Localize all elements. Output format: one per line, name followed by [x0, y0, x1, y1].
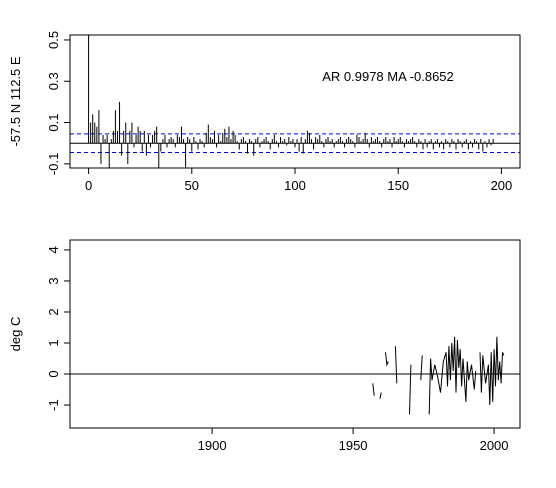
- y-tick-label: 1: [46, 339, 61, 346]
- annotation: AR 0.9978 MA -0.8652: [322, 69, 454, 84]
- plot-frame: [69, 34, 521, 169]
- y-tick-label: 4: [46, 246, 61, 253]
- y-axis-label: deg C: [8, 317, 23, 352]
- y-tick-label: 3: [46, 277, 61, 284]
- y-tick-label: 0.1: [46, 114, 61, 132]
- y-axis-label: -57.5 N 112.5 E: [8, 56, 23, 146]
- x-tick-label: 2000: [480, 438, 509, 453]
- x-tick-label: 1900: [198, 438, 227, 453]
- plot-area: [70, 336, 520, 415]
- x-tick-label: 100: [284, 178, 306, 193]
- x-tick-label: 150: [387, 178, 409, 193]
- plot-area: [70, 35, 520, 168]
- y-tick-label: 0.5: [46, 31, 61, 49]
- series-line: [372, 336, 505, 415]
- y-tick-label: -0.1: [46, 153, 61, 175]
- x-tick-label: 1950: [339, 438, 368, 453]
- x-tick-label: 200: [491, 178, 513, 193]
- plot-frame: [69, 239, 521, 429]
- y-tick-label: 2: [46, 308, 61, 315]
- y-tick-label: 0.3: [46, 72, 61, 90]
- y-tick-label: 0: [46, 370, 61, 377]
- x-tick-label: 0: [85, 178, 92, 193]
- y-tick-label: -1: [46, 399, 61, 411]
- x-tick-label: 50: [185, 178, 199, 193]
